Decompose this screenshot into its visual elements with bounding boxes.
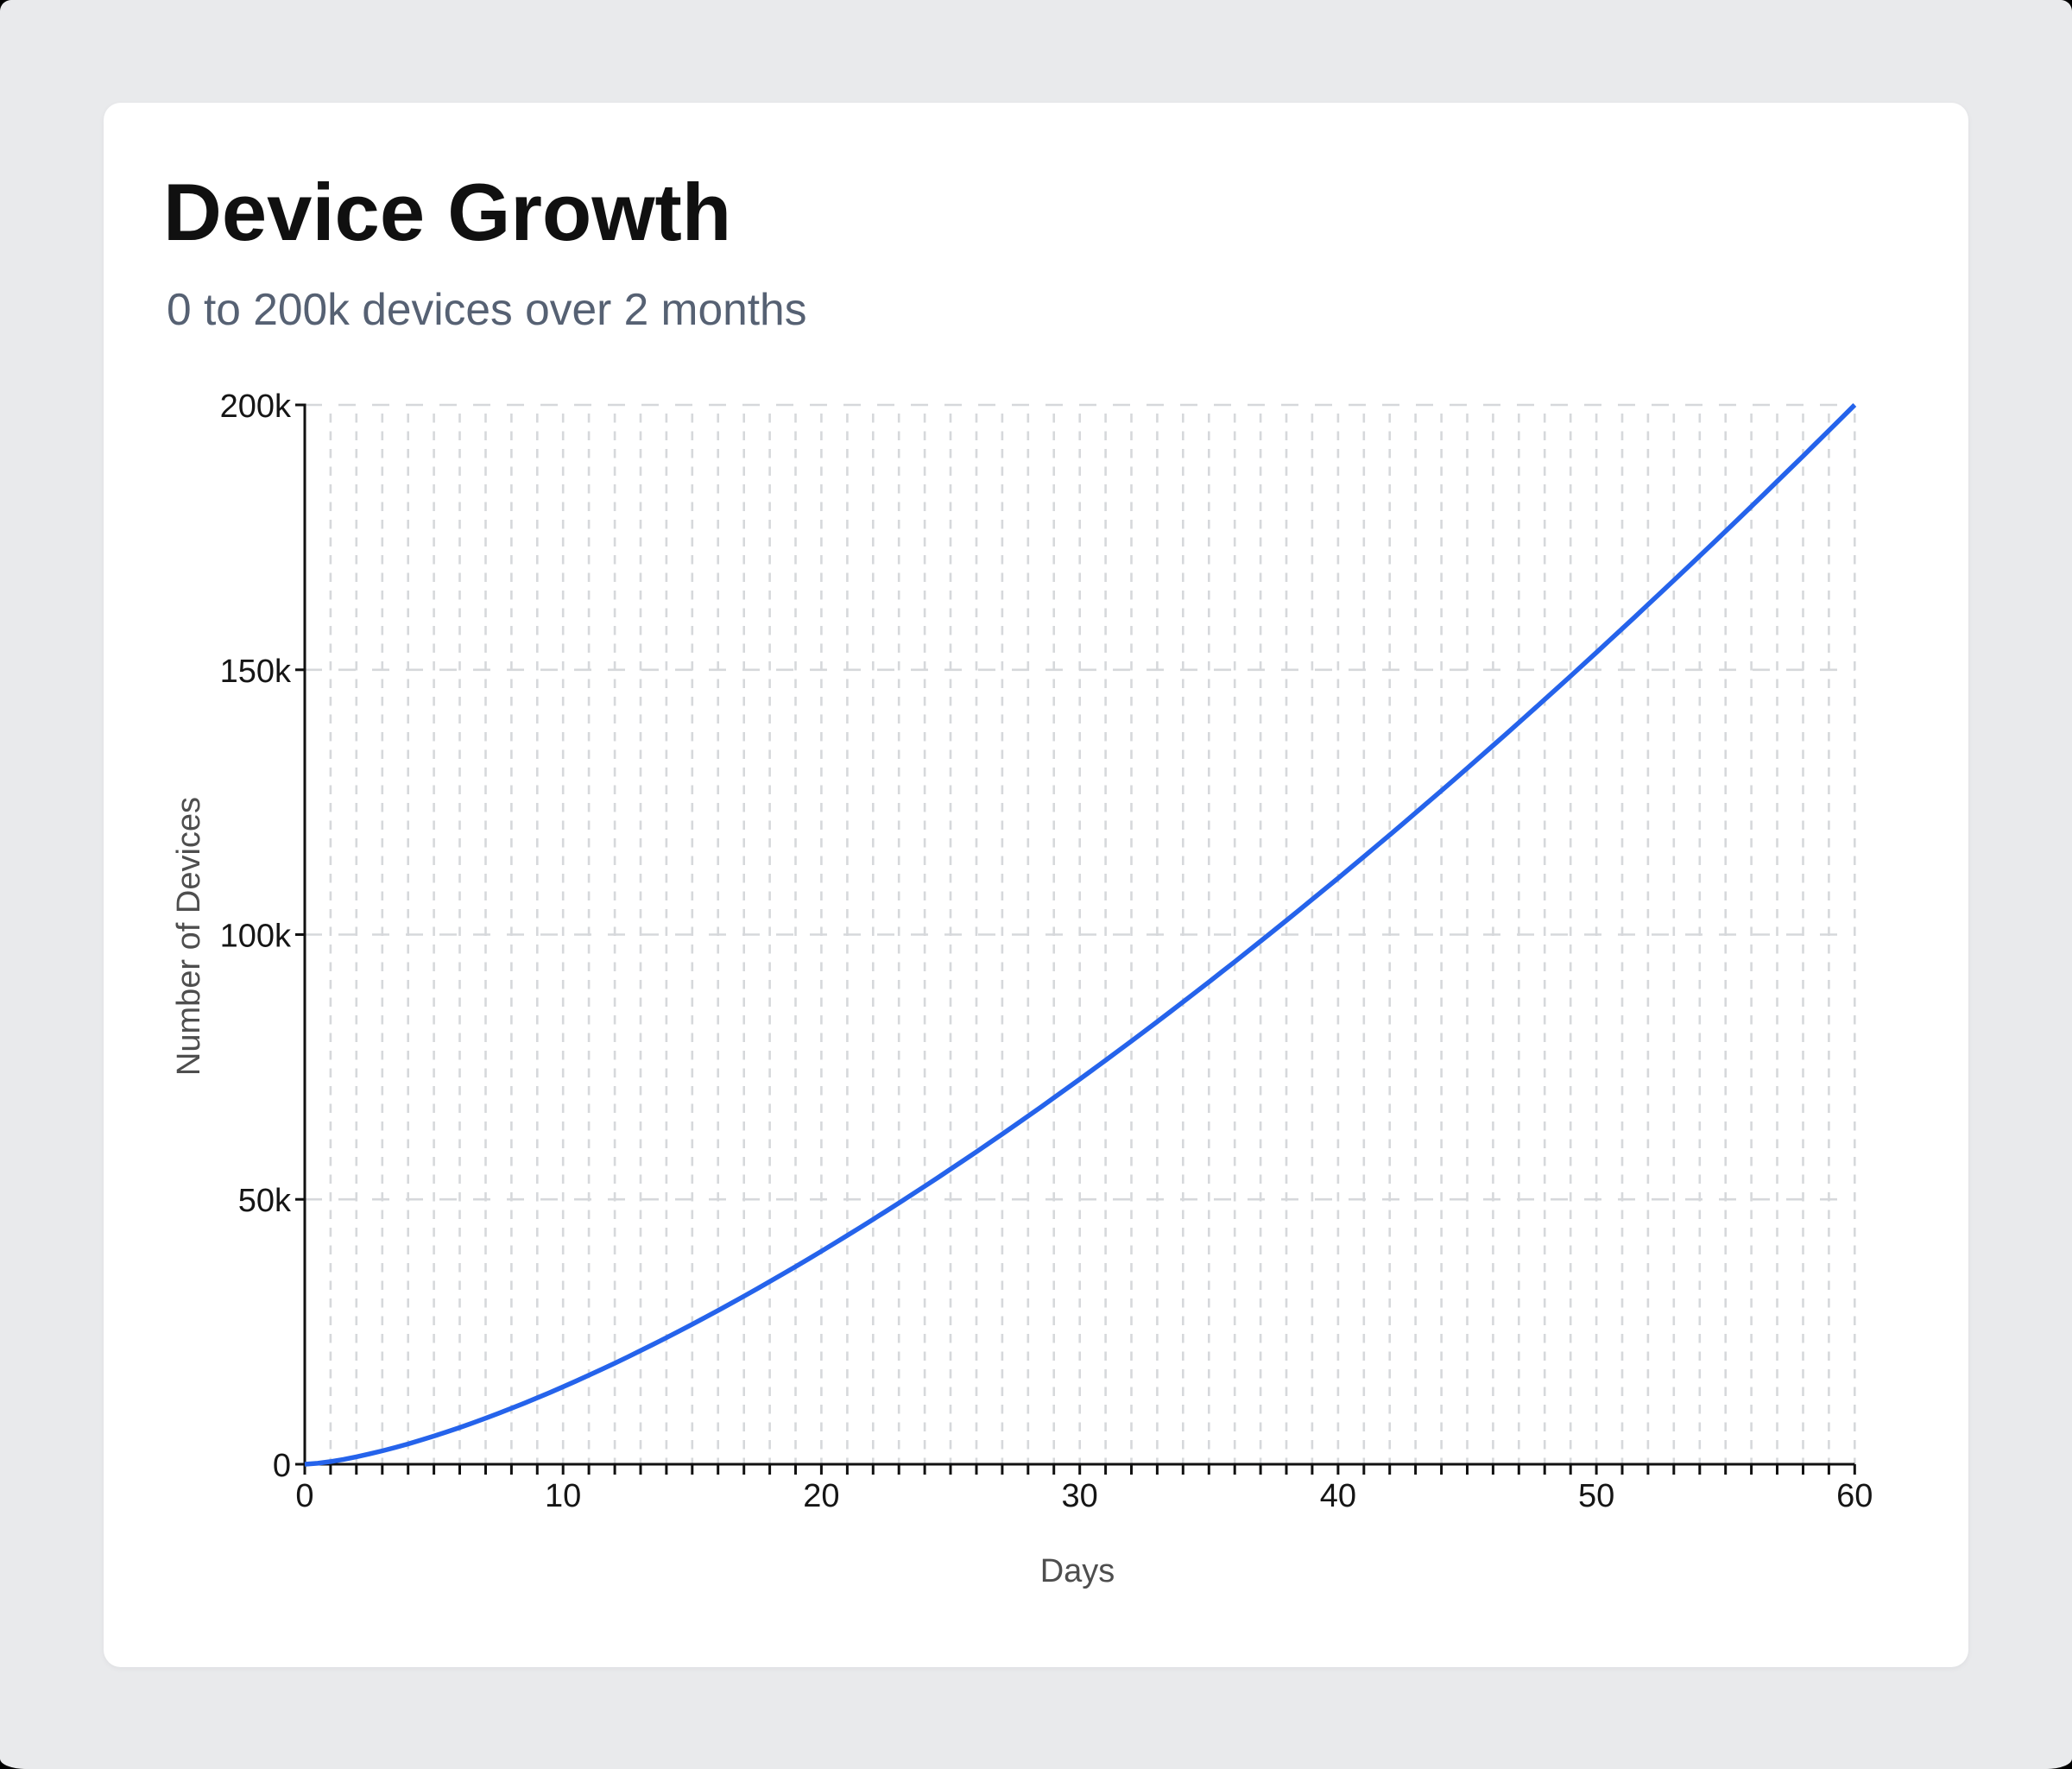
svg-text:50k: 50k <box>238 1183 292 1219</box>
svg-text:0: 0 <box>273 1448 291 1484</box>
svg-text:60: 60 <box>1836 1478 1873 1514</box>
svg-text:40: 40 <box>1320 1478 1356 1514</box>
svg-text:150k: 150k <box>220 654 292 690</box>
svg-text:100k: 100k <box>220 919 292 955</box>
svg-text:200k: 200k <box>220 389 292 425</box>
svg-text:50: 50 <box>1578 1478 1614 1514</box>
svg-text:Number of Devices: Number of Devices <box>171 797 207 1076</box>
svg-text:20: 20 <box>803 1478 839 1514</box>
svg-text:30: 30 <box>1062 1478 1098 1514</box>
svg-text:10: 10 <box>545 1478 581 1514</box>
svg-text:0: 0 <box>295 1478 313 1514</box>
svg-text:Days: Days <box>1040 1553 1115 1589</box>
